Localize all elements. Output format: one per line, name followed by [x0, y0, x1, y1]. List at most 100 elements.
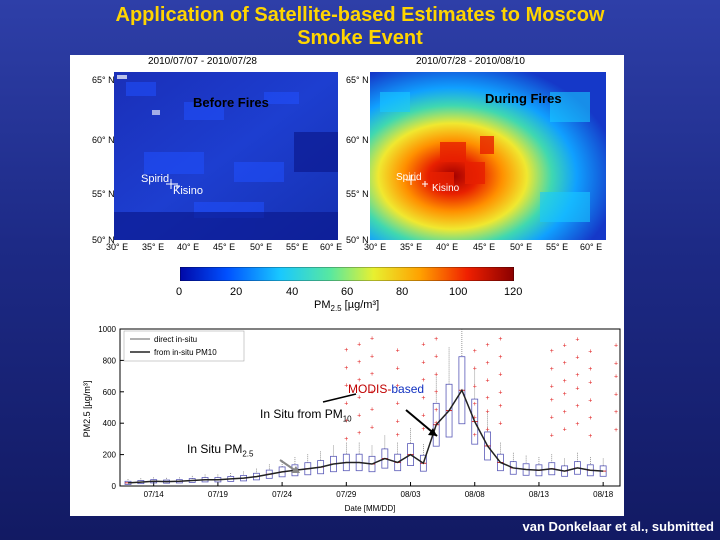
outlier-point: +	[357, 430, 361, 437]
outlier-point: +	[486, 409, 490, 416]
insitu-pm10-annotation: In Situ from PM10	[260, 407, 352, 423]
outlier-point: +	[370, 407, 374, 414]
outlier-point: +	[575, 337, 579, 344]
left-lon-tick-45: 45° E	[213, 242, 236, 252]
outlier-point: +	[421, 413, 425, 420]
left-lat-tick-65: 65° N	[92, 75, 115, 85]
outlier-point: +	[473, 383, 477, 390]
outlier-point: +	[575, 421, 579, 428]
outlier-point: +	[614, 409, 618, 416]
left-map-date-range: 2010/07/07 - 2010/07/28	[148, 56, 257, 67]
right-lon-tick-45: 45° E	[473, 242, 496, 252]
outlier-point: +	[434, 407, 438, 414]
outlier-point: +	[498, 421, 502, 428]
outlier-point: +	[550, 415, 554, 422]
outlier-point: +	[614, 374, 618, 381]
outlier-point: +	[344, 418, 348, 425]
outlier-point: +	[588, 433, 592, 440]
outlier-point: +	[614, 360, 618, 367]
colorbar-label-unit: [µg/m³]	[341, 299, 380, 311]
colorbar-tick-40: 40	[286, 286, 299, 298]
outlier-point: +	[421, 377, 425, 384]
insitu-pm10-sub: 10	[342, 414, 352, 424]
outlier-point: +	[344, 383, 348, 390]
modis-annotation: MODIS-based	[348, 382, 424, 396]
left-lon-tick-60: 60° E	[320, 242, 343, 252]
outlier-point: +	[498, 336, 502, 343]
outlier-point: +	[550, 432, 554, 439]
right-lon-tick-55: 55° E	[546, 242, 569, 252]
outlier-point: +	[357, 395, 361, 402]
slide-title-line2: Smoke Event	[297, 27, 423, 49]
series-line-direct-insitu	[127, 388, 604, 484]
y-tick-label: 0	[112, 482, 117, 491]
outlier-point: +	[370, 389, 374, 396]
before-fires-label: Before Fires	[193, 95, 269, 110]
outlier-point: +	[563, 409, 567, 416]
slide-title-line1: Application of Satellite-based Estimates…	[115, 4, 605, 26]
left-pm-map	[114, 72, 338, 240]
x-tick-label: 08/18	[593, 490, 614, 499]
right-lat-tick-55: 55° N	[346, 189, 369, 199]
outlier-point: +	[421, 426, 425, 433]
outlier-point: +	[370, 371, 374, 378]
chart-panel: 0 200 400 600 800 1000 07/14 07/19 07/24 07/29 08…	[70, 321, 624, 516]
x-tick-label: 07/29	[336, 490, 357, 499]
outlier-point: +	[614, 391, 618, 398]
left-lon-tick-40: 40° E	[177, 242, 200, 252]
modis-dash: -	[387, 382, 392, 396]
outlier-point: +	[421, 342, 425, 349]
insitu-pm25-text: In Situ PM	[187, 442, 243, 456]
outlier-point: +	[344, 347, 348, 354]
outlier-point: +	[421, 359, 425, 366]
modis-prefix: MODIS	[348, 382, 388, 396]
y-axis: 0 200 400 600 800 1000	[98, 325, 124, 491]
x-tick-label: 08/13	[529, 490, 550, 499]
colorbar-tick-80: 80	[396, 286, 409, 298]
outlier-point: +	[550, 397, 554, 404]
colorbar-tick-60: 60	[341, 286, 354, 298]
outlier-point: +	[575, 354, 579, 361]
right-lat-tick-65: 65° N	[346, 75, 369, 85]
during-fires-label: During Fires	[485, 91, 562, 106]
outlier-point: +	[550, 348, 554, 355]
right-lon-tick-60: 60° E	[580, 242, 603, 252]
outlier-point: +	[357, 359, 361, 366]
outlier-point: +	[563, 342, 567, 349]
outlier-point: +	[550, 366, 554, 373]
outlier-point: +	[498, 389, 502, 396]
x-tick-label: 07/19	[208, 490, 229, 499]
outlier-point: +	[473, 414, 477, 421]
colorbar-label: PM2.5 [µg/m³]	[314, 299, 379, 313]
colorbar-tick-0: 0	[176, 286, 183, 298]
left-site-kisino: Kisino	[173, 185, 203, 197]
outlier-point: +	[473, 432, 477, 439]
outlier-point: +	[344, 400, 348, 407]
left-lon-tick-35: 35° E	[142, 242, 165, 252]
left-lon-tick-55: 55° E	[286, 242, 309, 252]
insitu-pm25-annotation: In Situ PM2.5	[187, 442, 253, 458]
outlier-point: +	[396, 401, 400, 408]
outlier-point: +	[357, 377, 361, 384]
boxplot-chart: 0 200 400 600 800 1000 07/14 07/19 07/24 07/29 08…	[82, 325, 621, 513]
left-lat-tick-50: 50° N	[92, 235, 115, 245]
outlier-point: +	[588, 366, 592, 373]
outlier-point: +	[357, 412, 361, 419]
colorbar-tick-100: 100	[449, 286, 468, 298]
outlier-point: +	[473, 348, 477, 355]
outlier-point: +	[498, 403, 502, 410]
outlier-point: +	[486, 360, 490, 367]
colorbar-label-sub: 2.5	[330, 304, 342, 314]
left-lat-tick-60: 60° N	[92, 135, 115, 145]
left-lat-tick-55: 55° N	[92, 189, 115, 199]
right-lat-tick-60: 60° N	[346, 135, 369, 145]
outlier-point: +	[486, 342, 490, 349]
outlier-point: +	[473, 401, 477, 408]
outlier-point: +	[588, 397, 592, 404]
left-lon-tick-50: 50° E	[250, 242, 273, 252]
outlier-point: +	[434, 336, 438, 343]
outlier-point: +	[550, 384, 554, 391]
outlier-point: +	[588, 380, 592, 387]
slide-title: Application of Satellite-based Estimates…	[0, 4, 720, 50]
right-site-spirid: Spirid	[396, 172, 422, 183]
